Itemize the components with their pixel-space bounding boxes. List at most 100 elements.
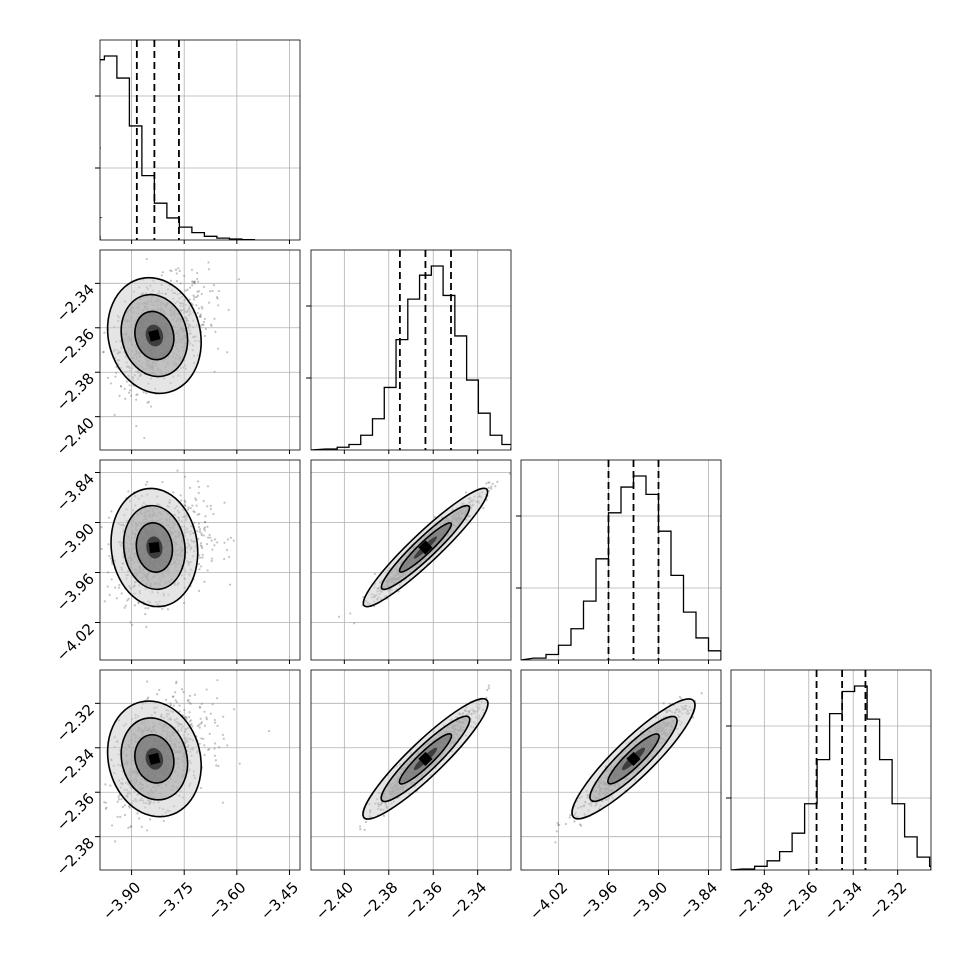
scatter-point [169,279,173,282]
scatter-point [123,387,126,390]
scatter-point [193,282,196,285]
scatter-point [109,382,112,385]
scatter-point [199,324,203,327]
scatter-point [103,331,106,334]
scatter-point [183,499,186,502]
scatter-point [144,613,147,616]
scatter-point [145,257,148,261]
histogram-panel-0 [95,39,301,244]
x-tick-label: −3.60 [204,878,249,923]
scatter-point [487,687,490,690]
scatter-point [100,547,103,551]
scatter-point [206,505,209,508]
scatter-point [193,510,196,514]
scatter-point [197,307,201,310]
scatter-point [197,562,201,566]
scatter-point [208,748,211,751]
y-tick-label: −2.38 [53,369,98,414]
density-panel-3-2: −4.02 −3.96 −3.90 −3.84 [520,669,722,924]
scatter-point [179,494,182,497]
density-peak [148,541,160,554]
y-tick-label: −2.40 [53,414,98,459]
histogram-panel-1 [306,249,512,454]
scatter-point [200,292,203,296]
scatter-point [119,815,122,818]
x-tick-label: −2.34 [445,878,490,923]
histogram-line [521,475,721,660]
scatter-point [116,800,119,803]
scatter-point [199,313,202,316]
contour-line [134,733,175,784]
scatter-point [195,295,198,299]
scatter-point [172,695,175,698]
scatter-point [123,804,126,807]
scatter-point [191,725,194,728]
scatter-point [121,805,124,809]
density-peak [148,329,161,342]
scatter-point [198,512,201,516]
scatter-point [199,565,203,568]
scatter-point [128,384,131,387]
scatter-point [144,607,147,610]
scatter-point [221,801,224,804]
scatter-point [198,314,202,317]
scatter-point [102,350,105,354]
scatter-point [202,323,205,326]
scatter-point [206,569,209,572]
scatter-point [176,469,179,472]
scatter-point [149,405,153,408]
x-tick-label: −3.90 [99,878,144,923]
scatter-point [222,737,225,740]
scatter-point [194,497,197,500]
scatter-point [123,606,126,609]
scatter-point [133,604,136,607]
scatter-point [199,556,202,559]
scatter-point [136,393,139,396]
scatter-point [487,684,490,687]
scatter-point [223,501,226,504]
panel-frame [99,669,301,871]
scatter-point [117,795,120,799]
scatter-point [200,534,203,537]
y-tick-label: −2.32 [53,701,98,746]
scatter-point [202,737,205,740]
scatter-point [118,394,121,397]
scatter-point [200,702,203,705]
scatter-point [209,504,212,508]
scatter-point [202,320,206,324]
scatter-point [135,393,138,397]
scatter-point [171,695,175,698]
scatter-point [169,269,172,272]
scatter-point [487,486,491,489]
scatter-point [206,525,209,528]
scatter-point [198,528,202,531]
y-tick-label: −2.36 [53,789,98,834]
scatter-point [485,696,488,699]
scatter-point [487,481,490,484]
scatter-point [178,704,181,707]
scatter-point [106,376,110,379]
y-tick-label: −4.02 [53,620,98,665]
scatter-point [140,825,143,828]
scatter-point [199,717,202,720]
scatter-point [199,786,203,790]
scatter-point [136,812,139,815]
density-shading [106,700,202,818]
scatter-point [193,296,196,299]
scatter-point [208,732,211,735]
panel-frame [310,669,512,871]
x-tick-label: −3.75 [152,878,197,923]
scatter-point [162,819,165,823]
scatter-point [203,334,207,338]
scatter-point [217,347,220,350]
scatter-point [353,622,356,625]
scatter-point [203,527,206,530]
scatter-point [175,280,179,283]
scatter-point [129,621,132,624]
scatter-point [175,701,179,704]
scatter-point [196,271,199,275]
scatter-point [203,317,206,321]
scatter-point [228,583,232,586]
scatter-point [196,277,199,280]
density-panel-3-0: −2.38−2.36−2.34−2.32−3.90 −3.75 −3.60 −3.45 [53,669,302,924]
